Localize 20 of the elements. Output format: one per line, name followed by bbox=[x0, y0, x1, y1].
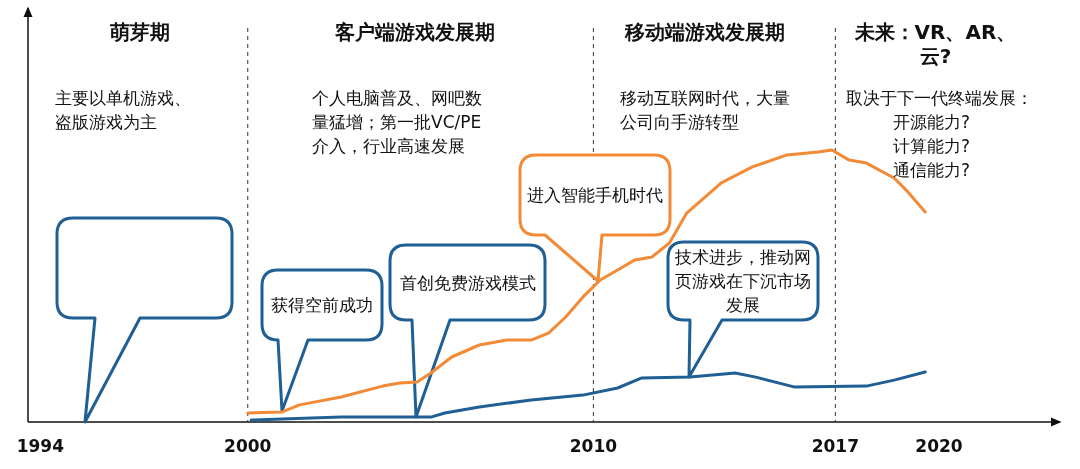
annotation: 技术进步，推动网页游戏在下沉市场发展 bbox=[674, 246, 812, 317]
annotation: 计算能力? bbox=[893, 135, 972, 158]
text: 移动端游戏发展期 bbox=[623, 20, 786, 44]
x-tick-label: 2010 bbox=[569, 436, 618, 456]
text: 主要以单机游戏、盗版游戏为主 bbox=[55, 87, 192, 134]
text: 移动互联网时代，大量公司向手游转型 bbox=[620, 87, 791, 134]
text: 开源能力? bbox=[893, 111, 972, 134]
annotation: 通信能力? bbox=[893, 159, 972, 182]
text: 客户端游戏发展期 bbox=[334, 20, 496, 44]
annotation: 进入智能手机时代 bbox=[526, 184, 664, 207]
x-tick-label: 2020 bbox=[915, 436, 963, 456]
annotation: 获得空前成功 bbox=[270, 294, 374, 317]
x-tick-label: 2017 bbox=[811, 436, 859, 456]
x-tick-label: 2000 bbox=[224, 436, 272, 456]
annotation: 个人电脑普及、网吧数量猛增；第一批VC/PE介入，行业高速发展 bbox=[312, 87, 483, 158]
x-tick-label: 1994 bbox=[16, 436, 65, 456]
text: 萌芽期 bbox=[109, 20, 171, 44]
text: 取决于下一代终端发展： bbox=[846, 87, 1034, 110]
annotation: 首创免费游戏模式 bbox=[398, 271, 537, 295]
text: 未来：VR、AR、云? bbox=[853, 20, 1018, 68]
